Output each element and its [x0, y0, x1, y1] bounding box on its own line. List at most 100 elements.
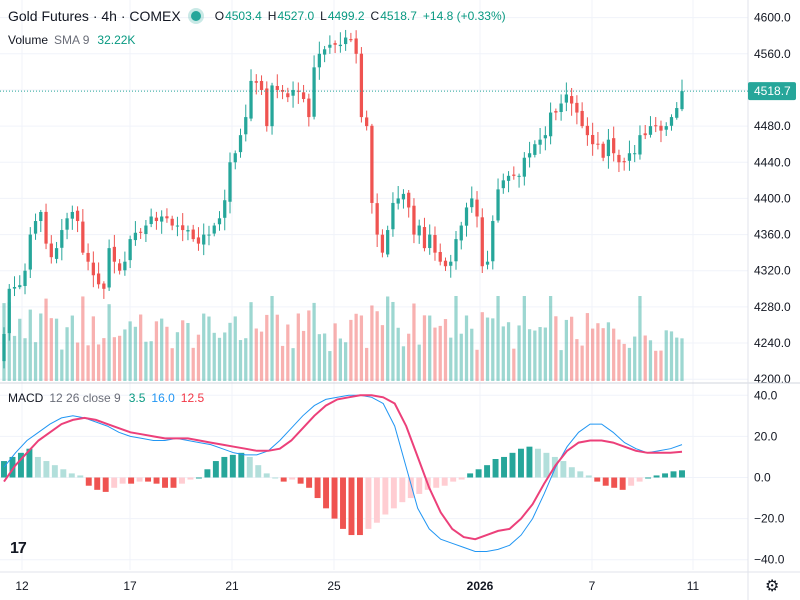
candle-body [44, 211, 48, 244]
candle-body [117, 263, 122, 271]
symbol-title[interactable]: Gold Futures · 4h · COMEX [8, 8, 181, 24]
macd-hist-bar [314, 477, 321, 499]
candle-body [543, 135, 547, 139]
volume-bar [128, 321, 132, 381]
volume-bar [428, 315, 432, 381]
volume-bar [165, 326, 169, 381]
macd-hist-bar [433, 477, 440, 488]
volume-bar [559, 350, 563, 381]
candle-body [601, 143, 605, 158]
volume-bar [307, 310, 311, 381]
volume-bar [417, 344, 421, 381]
volume-bar [633, 336, 637, 381]
volume-bar [506, 322, 511, 381]
candle-body [606, 139, 611, 157]
volume-bar [401, 346, 406, 381]
volume-bar [18, 318, 22, 381]
volume-legend[interactable]: Volume SMA 9 32.22K [8, 33, 135, 47]
volume-bar [144, 341, 148, 381]
low-value: 4499.2 [327, 9, 365, 23]
volume-bar [433, 327, 437, 381]
volume-bar [680, 338, 684, 381]
volume-bar [648, 340, 653, 381]
volume-bar [612, 328, 616, 381]
candle-body [296, 90, 300, 92]
candle-body [522, 157, 526, 177]
macd-axis-tick: 20.0 [754, 429, 778, 443]
candle-body [107, 248, 111, 288]
candle-body [175, 225, 180, 227]
macd-hist-bar [51, 465, 58, 478]
volume-bar [275, 314, 279, 381]
macd-legend[interactable]: MACD 12 26 close 9 3.5 16.0 12.5 [8, 391, 210, 405]
volume-bar [407, 333, 411, 381]
candle-body [569, 96, 574, 104]
macd-hist-bar [416, 477, 423, 494]
volume-bar [254, 328, 258, 381]
volume-bar [386, 296, 390, 381]
candle-body [207, 234, 211, 236]
macd-hist-bar [263, 473, 270, 478]
candle-body [428, 234, 432, 249]
candle-body [254, 81, 258, 83]
macd-hist-bar [356, 477, 363, 536]
candle-body [648, 126, 653, 135]
volume-bar [654, 350, 658, 381]
volume-bar [212, 332, 216, 381]
volume-bar [412, 303, 416, 381]
candle-body [165, 216, 169, 219]
time-axis-tick: 21 [225, 579, 239, 593]
volume-bar [454, 296, 458, 381]
macd-axis-tick: −20.0 [754, 512, 785, 526]
tradingview-logo-icon[interactable]: 17 [10, 540, 27, 557]
candle-body [470, 198, 474, 208]
candle-body [12, 287, 17, 289]
volume-bar [154, 321, 159, 381]
volume-bar [459, 333, 463, 381]
macd-hist-bar [560, 461, 567, 478]
macd-hist-bar [331, 477, 338, 519]
volume-bar [44, 298, 48, 381]
volume-bar [328, 351, 332, 381]
candle-body [60, 230, 64, 248]
candle-body [533, 144, 537, 155]
macd-axis-tick: 0.0 [754, 471, 771, 485]
volume-bar [81, 296, 85, 381]
candle-body [627, 153, 632, 161]
candle-body [81, 221, 85, 253]
candle-body [333, 43, 337, 45]
candle-body [212, 225, 216, 234]
macd-hist-bar [153, 477, 160, 484]
candle-body [575, 102, 579, 113]
time-axis-tick: 11 [687, 579, 700, 593]
macd-signal-value: 12.5 [180, 391, 205, 405]
macd-hist-bar [136, 477, 143, 482]
candle-body [391, 202, 395, 230]
macd-hist-bar [636, 477, 643, 482]
macd-hist-bar [577, 471, 584, 478]
candle-body [564, 94, 569, 103]
volume-bar [117, 335, 122, 381]
price-axis-tick: 4480.0 [754, 119, 791, 133]
candle-body [39, 211, 43, 222]
high-label: H [267, 9, 277, 23]
macd-hist-bar [212, 461, 219, 478]
volume-bar [512, 348, 516, 381]
candle-body [370, 125, 374, 203]
candle-body [128, 239, 132, 261]
macd-hist-bar [568, 467, 575, 478]
last-price-badge [748, 82, 796, 101]
volume-bar [470, 328, 474, 381]
macd-hist-bar [653, 475, 660, 478]
macd-hist-bar [272, 477, 279, 479]
candle-body [70, 211, 74, 219]
settings-gear-icon[interactable]: ⚙ [765, 578, 780, 595]
candle-body [102, 283, 106, 289]
volume-bar [280, 345, 285, 381]
candle-body [7, 288, 11, 334]
time-axis-tick: 12 [15, 579, 29, 593]
macd-hist-bar [619, 477, 626, 490]
volume-bar [291, 348, 295, 381]
macd-line [3, 394, 683, 552]
